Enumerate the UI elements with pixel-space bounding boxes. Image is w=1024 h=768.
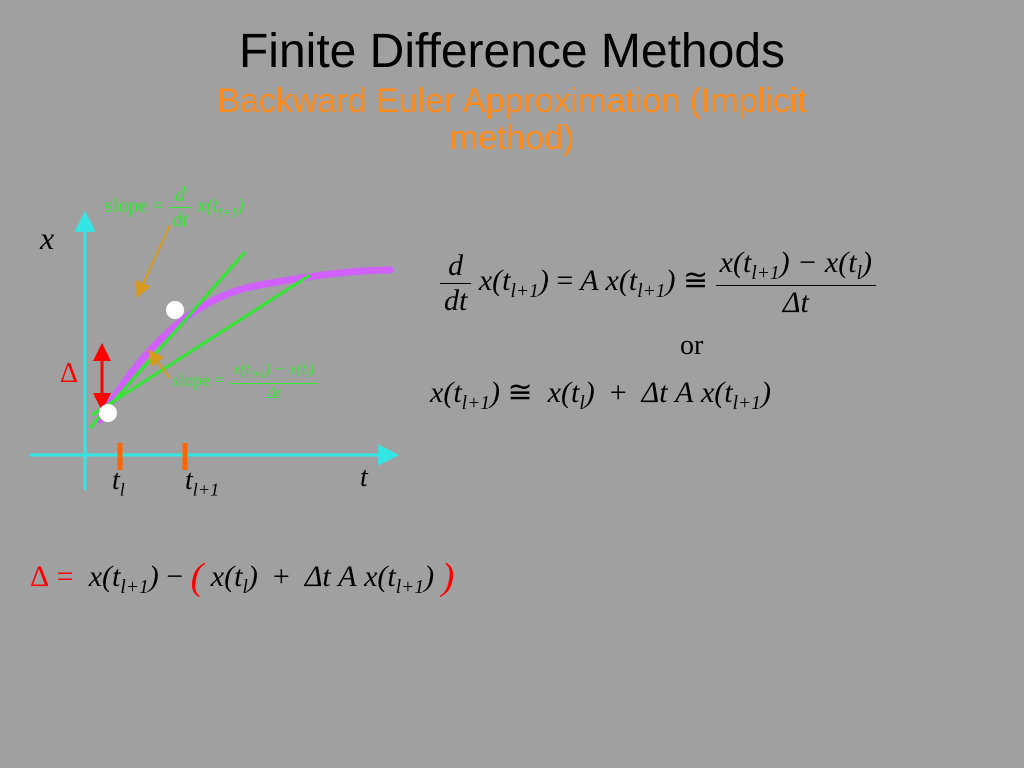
slope-label-2: slope = x(tl+1) − x(tl) Δt xyxy=(172,362,318,402)
tl-label: tl xyxy=(112,465,125,500)
or-label: or xyxy=(680,330,703,362)
x-axis-label: x xyxy=(40,220,54,257)
page-title: Finite Difference Methods xyxy=(0,0,1024,79)
main-equation-2: x(tl+1) ≅ x(tl) + Δt A x(tl+1) xyxy=(430,375,771,415)
slope-label-1: slope = ddt x(tl+1) xyxy=(105,185,244,230)
page-subtitle: Backward Euler Approximation (Implicit m… xyxy=(0,83,1024,158)
point-tl1 xyxy=(166,301,184,319)
t-axis-label: t xyxy=(360,462,368,494)
delta-equation: Δ = x(tl+1) − ( x(tl) + Δt A x(tl+1) ) xyxy=(30,555,454,599)
tl1-label: tl+1 xyxy=(185,465,219,500)
pointer-arrow-1 xyxy=(138,225,170,295)
delta-label: Δ xyxy=(60,358,78,390)
point-tl xyxy=(99,404,117,422)
pointer-arrow-2 xyxy=(150,352,170,378)
main-equation-1: ddt x(tl+1) = A x(tl+1) ≅ x(tl+1) − x(tl… xyxy=(440,248,876,318)
